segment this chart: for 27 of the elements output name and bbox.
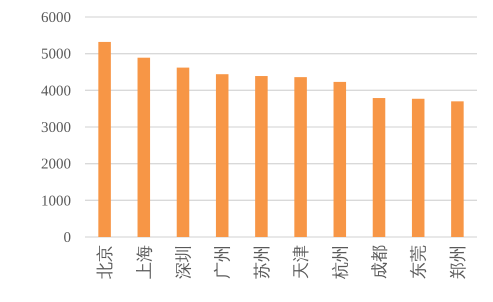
y-tick-label: 6000 [41, 10, 71, 26]
x-tick-label: 上海 [134, 245, 155, 279]
y-tick-label: 2000 [41, 156, 71, 173]
x-tick-label: 杭州 [330, 245, 351, 280]
y-tick-label: 0 [64, 230, 71, 246]
x-tick-label: 广州 [213, 245, 234, 279]
bar [176, 68, 190, 237]
y-tick-label: 3000 [41, 120, 71, 136]
bar [412, 98, 424, 237]
bar [216, 74, 228, 237]
x-tick-label: 深圳 [174, 245, 194, 279]
bar [334, 82, 346, 237]
x-tick-label: 天津 [292, 245, 312, 279]
x-tick-label: 郑州 [448, 245, 468, 279]
bar [98, 42, 111, 237]
x-tick-label: 苏州 [252, 245, 272, 279]
x-tick-label: 成都 [370, 245, 390, 279]
y-tick-label: 1000 [41, 193, 71, 210]
x-tick-label: 北京 [96, 245, 116, 279]
bar [294, 77, 307, 237]
bar [255, 76, 268, 237]
y-tick-label: 5000 [41, 46, 71, 63]
bar [451, 101, 464, 237]
y-tick-label: 4000 [41, 83, 71, 100]
bar [138, 58, 150, 237]
bar [372, 98, 386, 237]
x-tick-label: 东莞 [409, 245, 430, 279]
